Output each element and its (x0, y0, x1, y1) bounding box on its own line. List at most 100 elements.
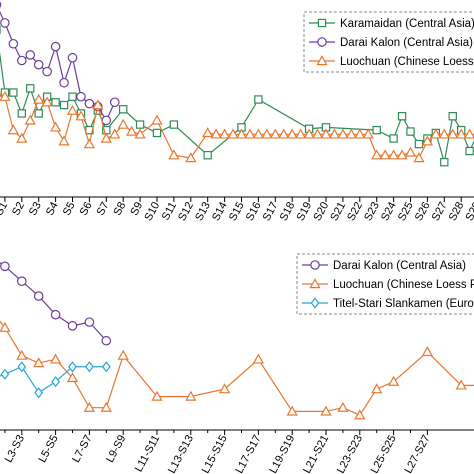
data-point-circle (76, 91, 86, 102)
data-point-diamond (101, 361, 111, 373)
x-tick-label: S1 (0, 200, 10, 218)
data-point-triangle (75, 110, 87, 121)
data-point-triangle (100, 132, 112, 143)
x-tick-label: S14 (210, 200, 230, 223)
data-point-triangle (371, 383, 383, 394)
data-point-triangle (286, 405, 298, 416)
x-tick-label: L17-S17 (233, 433, 263, 474)
data-point-triangle (295, 128, 307, 139)
series-line (0, 261, 107, 342)
data-point-circle (8, 38, 19, 49)
data-point-square (17, 109, 27, 118)
data-point-square (406, 127, 415, 136)
data-point-triangle (117, 118, 129, 129)
data-point-square (397, 112, 407, 121)
data-point-triangle (0, 321, 11, 332)
data-point-triangle (337, 128, 349, 139)
data-point-square (414, 139, 424, 149)
data-point-diamond (0, 368, 10, 380)
x-tick-label: L13-S13 (166, 433, 196, 474)
data-point-triangle (41, 96, 53, 107)
x-tick-label: S18 (278, 200, 298, 223)
x-tick-label: L15-S15 (200, 433, 230, 474)
data-point-triangle (396, 149, 408, 160)
data-point-square (203, 151, 212, 160)
data-point-triangle (320, 405, 332, 416)
data-point-circle (59, 77, 69, 88)
x-tick-label: S11 (160, 200, 179, 222)
data-point-triangle (309, 278, 321, 289)
data-point-diamond (68, 361, 77, 373)
data-point-triangle (447, 128, 459, 139)
x-tick-label: L9-S9 (104, 433, 128, 465)
data-point-triangle (371, 149, 383, 160)
legend: Karamaidan (Central Asia) Darai Kalon (Ce… (303, 11, 474, 73)
data-point-triangle (151, 114, 163, 125)
x-tick-label: L11-S11 (133, 433, 162, 474)
data-point-square (26, 84, 35, 93)
data-point-triangle (345, 128, 357, 139)
data-point-triangle (134, 128, 146, 139)
data-point-triangle (387, 375, 400, 386)
data-point-circle (16, 276, 27, 286)
data-point-triangle (92, 99, 104, 110)
legend-label: Luochuan (Chinese Loess Plateau) (340, 56, 474, 68)
data-point-circle (310, 260, 320, 270)
legend-label: Darai Kalon (Central Asia) (340, 37, 473, 49)
x-tick-label: S9 (128, 200, 145, 218)
data-point-triangle (117, 349, 129, 360)
data-point-triangle (66, 104, 79, 115)
data-point-square (51, 98, 60, 107)
x-tick-label: L23-S23 (335, 433, 365, 474)
data-point-square (9, 88, 18, 97)
data-point-square (152, 128, 162, 138)
legend-label: Titel-Stari Slankamen (Europe) (333, 298, 474, 310)
x-tick-label: S7 (95, 200, 112, 218)
data-point-circle (84, 317, 95, 327)
data-point-triangle (185, 390, 197, 401)
legend: Darai Kalon (Central Asia) Luochuan (Chin… (296, 253, 474, 315)
data-point-circle (33, 59, 44, 70)
data-point-triangle (24, 114, 36, 125)
data-point-triangle (337, 401, 349, 412)
data-point-circle (33, 291, 44, 301)
data-point-diamond (17, 361, 27, 373)
data-point-triangle (387, 149, 400, 160)
data-point-circle (67, 52, 78, 63)
x-tick-label: S19 (295, 200, 315, 223)
data-point-diamond (85, 361, 94, 373)
data-point-triangle (109, 128, 121, 139)
x-tick-label: S10 (142, 200, 162, 223)
x-tick-label: S26 (413, 200, 433, 223)
data-point-circle (0, 18, 10, 28)
x-tick-label: S13 (193, 200, 213, 223)
x-tick-label: S27 (430, 200, 450, 223)
data-point-triangle (286, 128, 298, 139)
data-point-triangle (185, 152, 197, 163)
data-point-triangle (379, 149, 391, 160)
data-point-triangle (362, 128, 374, 139)
data-point-triangle (316, 55, 328, 66)
data-point-diamond (310, 297, 320, 309)
data-point-triangle (455, 379, 467, 390)
data-point-triangle (227, 128, 239, 139)
x-tick-label: S8 (111, 200, 128, 218)
data-point-triangle (210, 128, 222, 139)
data-point-square (372, 125, 381, 135)
x-tick-label: L21-S21 (301, 433, 331, 474)
data-point-diamond (34, 387, 44, 399)
data-point-triangle (218, 128, 231, 139)
data-point-square (448, 112, 457, 121)
x-tick-label: S22 (345, 200, 365, 223)
data-point-circle (101, 115, 112, 126)
x-tick-label: S5 (61, 200, 78, 218)
x-tick-label: S29 (464, 200, 474, 223)
data-point-square (169, 120, 179, 129)
data-point-square (389, 134, 398, 143)
data-point-triangle (100, 401, 112, 412)
data-point-circle (50, 41, 61, 52)
x-tick-label: S6 (78, 200, 95, 218)
data-point-triangle (202, 127, 214, 138)
x-tick-label: S28 (447, 200, 467, 223)
data-point-circle (317, 37, 327, 47)
